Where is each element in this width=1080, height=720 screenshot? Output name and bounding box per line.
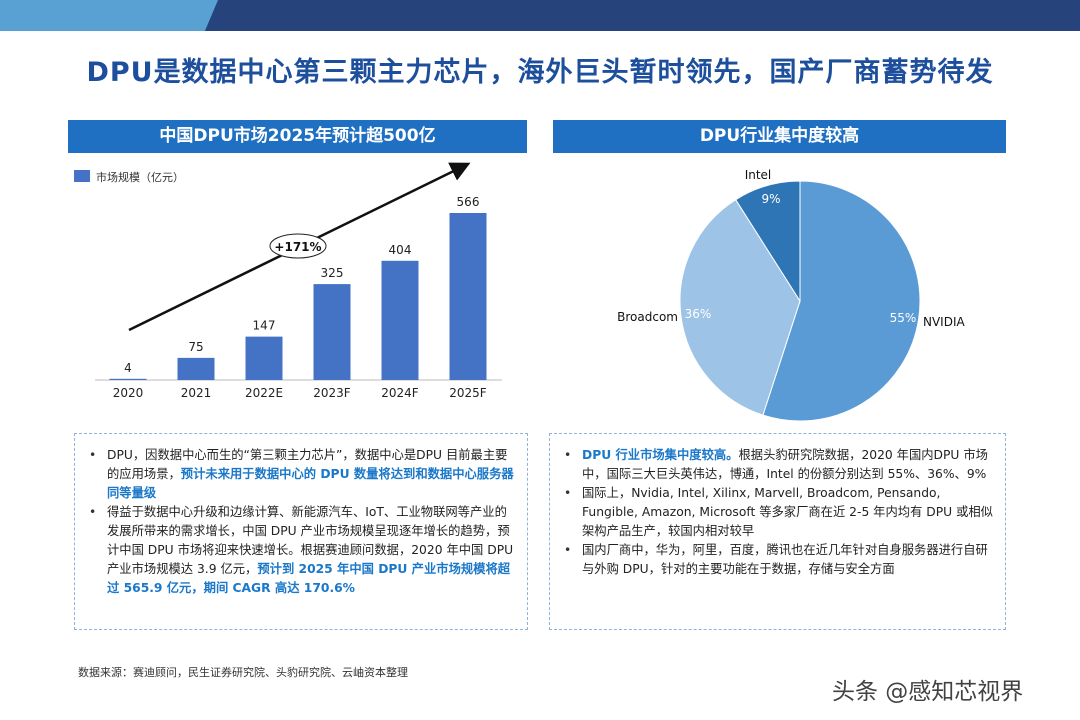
top-banner-accent — [0, 0, 218, 31]
bar-2023F — [313, 284, 351, 380]
body-text: 得益于数据中心升级和边缘计算、新能源汽车、IoT、工业物联网等产业的发展所带来的… — [107, 505, 514, 576]
bar-2025F — [449, 213, 487, 380]
pie-pct-label: 9% — [761, 192, 780, 206]
bullet-item: DPU，因数据中心而生的“第三颗主力芯片”，数据中心是DPU 目前最主要的应用场… — [89, 446, 517, 503]
bar-2022E — [245, 336, 283, 380]
x-tick-label: 2023F — [313, 386, 351, 400]
pie-category-label: NVIDIA — [923, 315, 966, 329]
bullet-item: DPU 行业市场集中度较高。根据头豹研究院数据，2020 年国内DPU 市场中，… — [564, 446, 995, 484]
legend-label: 市场规模（亿元） — [96, 170, 184, 184]
data-label: 75 — [188, 340, 203, 354]
body-text: 国际上，Nvidia, Intel, Xilinx, Marvell, Broa… — [582, 486, 993, 538]
x-tick-label: 2020 — [113, 386, 144, 400]
bullet-item: 得益于数据中心升级和边缘计算、新能源汽车、IoT、工业物联网等产业的发展所带来的… — [89, 503, 517, 598]
data-label: 404 — [389, 243, 412, 257]
pie-pct-label: 55% — [890, 311, 917, 325]
data-label: 147 — [253, 319, 276, 333]
body-text: DPU，因数据中心而生的“第三颗主力芯片”，数据中心是DPU 目前最主要的应用场… — [107, 448, 508, 481]
highlight-text: 预计未来用于数据中心的 DPU 数量将达到和数据中心服务器同等量级 — [107, 467, 514, 500]
growth-annotation: +171% — [274, 240, 321, 254]
data-label: 566 — [457, 195, 480, 209]
right-section-header: DPU行业集中度较高 — [553, 120, 1006, 153]
pie-category-label: Intel — [745, 168, 772, 182]
highlight-text: DPU 行业市场集中度较高。 — [582, 448, 739, 462]
bar-2020 — [109, 378, 147, 380]
left-section-header: 中国DPU市场2025年预计超500亿 — [68, 120, 527, 153]
watermark: 头条 @感知芯视界 — [832, 679, 1024, 705]
top-banner — [0, 0, 1080, 31]
pie-slice-intel — [735, 180, 801, 303]
page-title: DPU是数据中心第三颗主力芯片，海外巨头暂时领先，国产厂商蓄势待发 — [86, 57, 994, 88]
highlight-text: 预计到 2025 年中国 DPU 产业市场规模将超过 565.9 亿元，期间 C… — [107, 562, 511, 595]
right-notes: DPU 行业市场集中度较高。根据头豹研究院数据，2020 年国内DPU 市场中，… — [549, 433, 1006, 630]
left-notes: DPU，因数据中心而生的“第三颗主力芯片”，数据中心是DPU 目前最主要的应用场… — [74, 433, 528, 630]
data-label: 4 — [124, 361, 132, 375]
pie-slice-broadcom — [679, 198, 801, 416]
legend-swatch — [74, 170, 90, 182]
bar-2024F — [381, 260, 419, 380]
data-label: 325 — [321, 266, 344, 280]
body-text: 国内厂商中，华为，阿里，百度，腾讯也在近几年针对自身服务器进行自研与外购 DPU… — [582, 543, 988, 576]
x-tick-label: 2021 — [181, 386, 212, 400]
pie-pct-label: 36% — [685, 307, 712, 321]
x-tick-label: 2025F — [449, 386, 487, 400]
body-text: 根据头豹研究院数据，2020 年国内DPU 市场中，国际三大巨头英伟达，博通，I… — [582, 448, 988, 481]
data-source: 数据来源：赛迪顾问，民生证券研究院、头豹研究院、云岫资本整理 — [78, 666, 408, 679]
x-tick-label: 2024F — [381, 386, 419, 400]
bullet-item: 国际上，Nvidia, Intel, Xilinx, Marvell, Broa… — [564, 484, 995, 541]
pie-category-label: Broadcom — [617, 310, 678, 324]
bullet-item: 国内厂商中，华为，阿里，百度，腾讯也在近几年针对自身服务器进行自研与外购 DPU… — [564, 541, 995, 579]
growth-annotation-bubble — [269, 233, 327, 259]
bar-2021 — [177, 357, 215, 380]
pie-slice-nvidia — [762, 180, 921, 422]
x-tick-label: 2022E — [245, 386, 283, 400]
